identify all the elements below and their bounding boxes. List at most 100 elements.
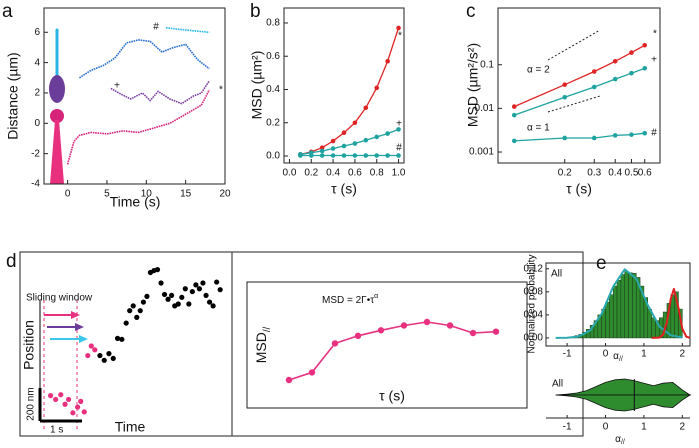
data-line: [288, 321, 497, 381]
data-point: [331, 340, 339, 347]
data-point: [47, 393, 54, 399]
data-point: [385, 58, 390, 64]
y-tick-label: 0.01: [475, 103, 495, 114]
data-point: [130, 303, 136, 309]
x-tick-label: 0: [603, 422, 609, 433]
data-point: [81, 409, 87, 415]
x-tick-label: 1: [641, 422, 647, 433]
data-point: [75, 404, 81, 410]
label-sub: //: [262, 326, 273, 332]
data-point: [165, 296, 171, 302]
data-point: [374, 85, 380, 91]
window-arrows: [38, 300, 88, 430]
data-point: [154, 267, 161, 273]
data-point: [53, 396, 59, 403]
data-point: [144, 293, 150, 299]
data-point: [97, 352, 103, 359]
annotation: +: [396, 119, 402, 130]
data-point: [352, 120, 358, 126]
y-tick-label: -2: [31, 148, 40, 159]
data-point: [629, 132, 634, 137]
annotation: All: [552, 379, 563, 390]
data-point: [354, 332, 362, 340]
data-point: [319, 148, 325, 154]
data-point: [58, 392, 64, 398]
violin-upper: [555, 378, 692, 396]
x-tick-label: 0.4: [608, 168, 622, 179]
data-point: [206, 299, 213, 305]
y-axis-label: MSD (µm²/s²): [465, 43, 481, 127]
data-point: [101, 357, 107, 363]
annotation: #: [153, 22, 159, 33]
data-point: [511, 104, 517, 109]
label-main: MSD = 2Γ•τ: [322, 295, 374, 306]
x-tick-label: 0.5: [624, 168, 638, 179]
data-point: [363, 105, 369, 111]
data-point: [92, 347, 98, 353]
inset-frame: [246, 281, 528, 409]
bar: [632, 273, 637, 339]
data-point: [400, 322, 408, 329]
panel-letter: c: [466, 1, 476, 22]
x-axis-label: Time (s): [110, 194, 161, 210]
data-line: [165, 26, 210, 34]
bar: [616, 280, 622, 339]
x-tick-label: 0.2: [304, 168, 318, 179]
data-point: [114, 335, 121, 341]
data-point: [591, 84, 597, 90]
x-tick-label: 0.8: [370, 168, 384, 179]
y-tick-label: 0.2: [266, 117, 280, 128]
data-point: [158, 280, 164, 286]
data-point: [189, 288, 195, 295]
y-tick-label: 0.04: [524, 310, 544, 321]
x-tick-label: 2: [680, 422, 686, 433]
y-tick-label: 0.001: [469, 147, 494, 158]
slope-guide: [547, 29, 601, 61]
data-line: [513, 67, 645, 116]
data-point: [511, 112, 517, 118]
axon: [50, 120, 64, 184]
data-point: [70, 410, 76, 416]
y-tick-label: 2: [34, 88, 40, 99]
x-tick-label: 5: [104, 189, 110, 200]
x-tick-label: 0.3: [587, 168, 601, 179]
data-point: [65, 396, 72, 403]
plot-frame: [497, 7, 661, 164]
bar: [647, 308, 652, 339]
x-tick-label: -1: [563, 422, 572, 433]
annotation: *: [398, 31, 402, 42]
data-point: [186, 301, 192, 307]
y-tick-label: 6: [34, 27, 40, 38]
data-point: [363, 137, 369, 143]
y-tick-label: 0.08: [524, 286, 544, 297]
data-point: [374, 134, 380, 140]
x-axis-label: α//: [615, 434, 625, 447]
data-point: [385, 153, 390, 158]
plot-frame: [545, 262, 691, 347]
fit-curve: [555, 268, 683, 339]
data-point: [341, 130, 347, 136]
label-main: MSD: [253, 332, 269, 363]
data-point: [612, 133, 618, 138]
data-point: [127, 308, 133, 314]
data-line: [300, 128, 399, 156]
y-tick-label: -4: [31, 179, 40, 190]
formula: MSD = 2Γ•τα: [322, 293, 378, 305]
data-point: [217, 287, 223, 293]
data-point: [642, 65, 648, 71]
label-sub: //: [619, 356, 623, 363]
violin-lower: [555, 394, 692, 412]
y-tick-label: 0.4: [266, 84, 280, 95]
axon-hillock: [50, 109, 64, 123]
y-axis-label: Position: [21, 320, 37, 370]
data-point: [110, 355, 116, 362]
annotation: *: [653, 29, 657, 40]
data-point: [562, 135, 568, 141]
data-point: [214, 279, 220, 285]
x-tick-label: 15: [180, 189, 192, 200]
scale-label: 1 s: [50, 425, 63, 436]
slope-guide: [547, 95, 601, 113]
arrow-head: [79, 335, 88, 343]
y-tick-label: 0.1: [480, 59, 494, 70]
data-point: [341, 153, 347, 158]
